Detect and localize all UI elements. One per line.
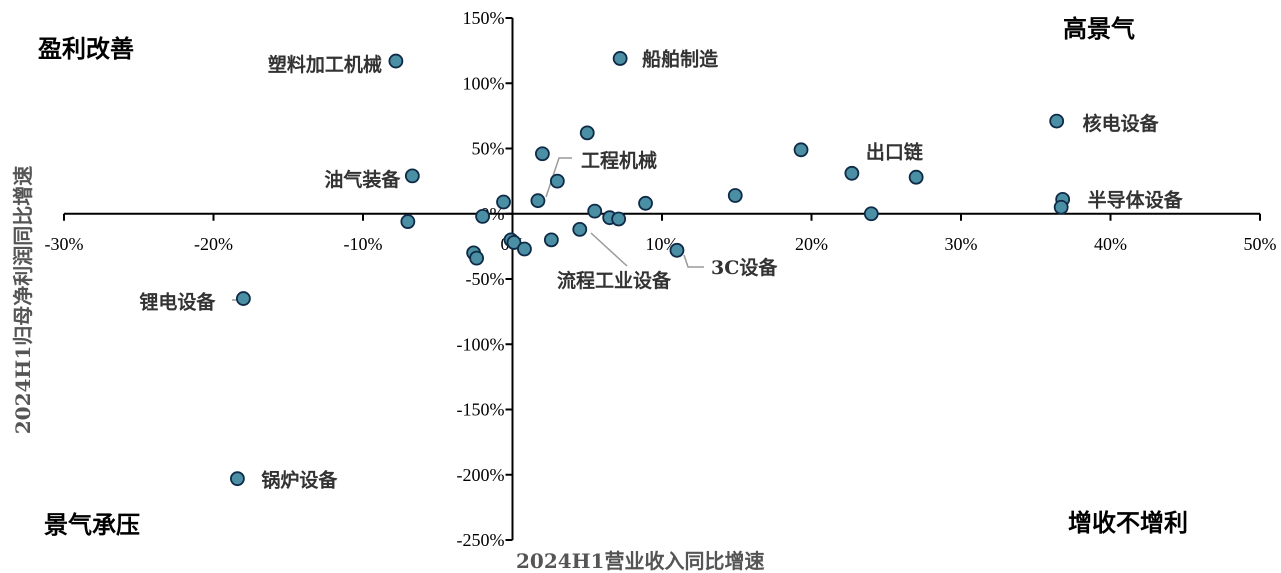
data-point bbox=[669, 242, 685, 258]
point-label: 3C设备 bbox=[711, 256, 778, 279]
point-label: 锂电设备 bbox=[139, 291, 216, 314]
point-label: 出口链 bbox=[866, 140, 923, 163]
x-tick-label: 20% bbox=[795, 234, 828, 254]
point-label: 锅炉设备 bbox=[261, 469, 338, 492]
y-tick-label: -150% bbox=[457, 400, 505, 420]
data-point bbox=[496, 194, 511, 210]
data-point bbox=[611, 211, 627, 227]
point-label: 半导体设备 bbox=[1088, 188, 1184, 211]
data-point bbox=[638, 195, 653, 211]
x-tick-label: 50% bbox=[1244, 234, 1277, 254]
data-point bbox=[844, 165, 860, 181]
data-point bbox=[400, 214, 416, 229]
data-point bbox=[530, 193, 546, 209]
point-label: 油气装备 bbox=[324, 168, 401, 191]
data-point bbox=[535, 146, 550, 162]
data-point bbox=[506, 235, 522, 250]
data-point bbox=[793, 142, 809, 158]
data-point bbox=[235, 291, 251, 306]
x-tick-label: -10% bbox=[344, 234, 383, 254]
data-point bbox=[587, 203, 603, 219]
y-axis-title: 2024H1归母净利润同比增速 bbox=[11, 166, 35, 434]
y-tick-label: -250% bbox=[457, 530, 505, 550]
y-tick-label: -50% bbox=[466, 269, 505, 289]
data-point bbox=[230, 471, 245, 487]
quadrant-label-top-left: 盈利改善 bbox=[37, 34, 134, 63]
data-point bbox=[579, 125, 595, 141]
data-point bbox=[475, 208, 491, 224]
leader-line bbox=[545, 157, 572, 198]
quadrant-label-bottom-left: 景气承压 bbox=[44, 510, 140, 539]
point-label: 船舶制造 bbox=[642, 47, 719, 70]
y-tick-label: 50% bbox=[472, 139, 505, 159]
x-tick-label: 40% bbox=[1094, 234, 1127, 254]
point-label: 核电设备 bbox=[1083, 112, 1160, 135]
data-point bbox=[572, 222, 588, 237]
point-label: 塑料加工机械 bbox=[268, 53, 382, 76]
data-point bbox=[908, 169, 924, 185]
point-label: 流程工业设备 bbox=[557, 269, 672, 292]
x-axis-title: 2024H1营业收入同比增速 bbox=[516, 549, 764, 573]
quadrant-label-top-right: 高景气 bbox=[1063, 14, 1135, 43]
tick-labels: -30%-20%-10%0%10%20%30%40%50%150%100%50%… bbox=[45, 8, 1277, 550]
data-point bbox=[1049, 113, 1065, 129]
data-point bbox=[543, 232, 559, 248]
leader-line bbox=[683, 254, 704, 268]
data-point bbox=[388, 53, 404, 69]
point-label: 工程机械 bbox=[581, 149, 657, 172]
leader-line bbox=[590, 232, 628, 267]
y-tick-label: 100% bbox=[463, 73, 505, 93]
y-tick-label: 150% bbox=[463, 8, 505, 28]
data-point bbox=[404, 168, 420, 184]
x-tick-label: -30% bbox=[45, 234, 84, 254]
data-point bbox=[517, 241, 532, 257]
x-tick-label: 30% bbox=[945, 234, 978, 254]
data-point bbox=[469, 250, 485, 266]
data-point bbox=[1053, 199, 1069, 215]
data-point bbox=[727, 188, 743, 203]
data-point bbox=[549, 173, 565, 189]
data-point bbox=[612, 51, 628, 66]
quadrant-label-bottom-right: 增收不增利 bbox=[1068, 508, 1188, 537]
data-point bbox=[863, 206, 879, 222]
data-points bbox=[230, 51, 1071, 487]
y-tick-label: -200% bbox=[457, 465, 505, 485]
y-tick-label: -100% bbox=[457, 334, 505, 354]
x-tick-label: -20% bbox=[194, 234, 233, 254]
